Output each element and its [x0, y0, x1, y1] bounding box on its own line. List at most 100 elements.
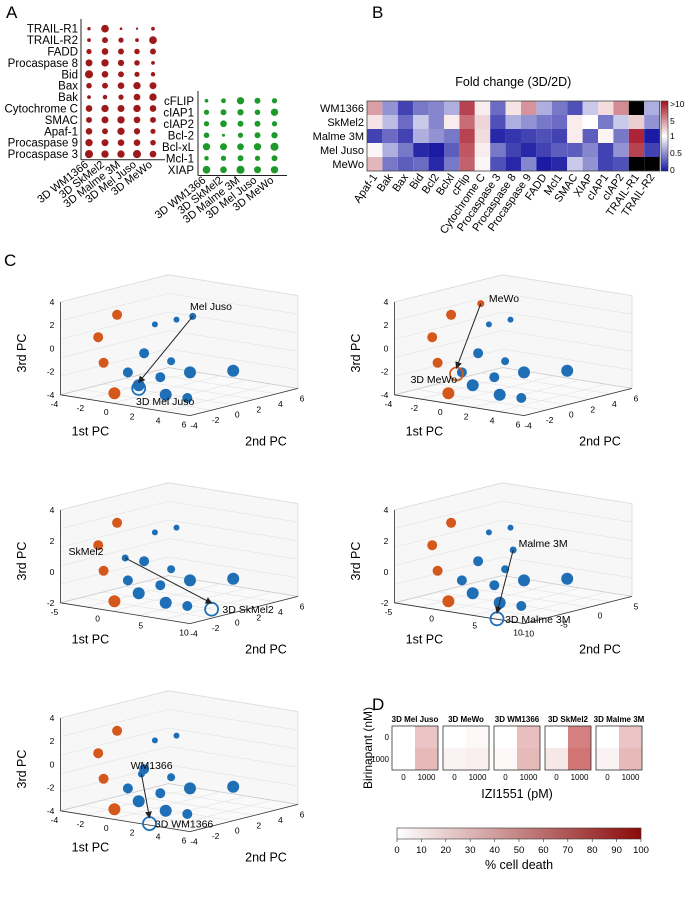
dotplot-right-dot	[253, 143, 262, 151]
dotplot-left-dot	[101, 150, 109, 158]
pca-point-blue	[473, 556, 484, 567]
dotplot-right-dot	[220, 155, 227, 161]
pca-tick-pc3: 4	[384, 297, 389, 307]
pca-point-blue	[155, 580, 166, 591]
pca-gridline	[60, 519, 169, 548]
pca-title-pc3: 3rd PC	[15, 542, 29, 581]
dotplot-right-dot	[203, 121, 210, 127]
pca-point-orange	[432, 357, 443, 368]
pca-gridline	[168, 709, 299, 731]
pca-point-blue	[507, 316, 514, 323]
heatmap-d-cell	[466, 726, 489, 748]
heatmap-d-cell	[494, 748, 517, 770]
heatmap-d-ylabel: Birinapant (nM)	[361, 707, 375, 789]
dotplot-right-dot	[254, 120, 261, 127]
pca-tick-pc1: -4	[51, 399, 59, 409]
heatmap-d-title: 3D SkMel2	[548, 715, 589, 724]
pca-tick-pc3: 0	[384, 343, 389, 353]
dotplot-right-dot	[237, 120, 244, 127]
pca-title-pc2: 2nd PC	[579, 435, 621, 449]
dotplot-left-dot	[84, 150, 94, 159]
heatmap-b-cell	[382, 143, 398, 157]
heatmap-b-cell	[428, 129, 444, 143]
heatmap-d-frame	[544, 725, 592, 771]
pca-gridline	[81, 389, 212, 411]
dotplot-left-dot	[149, 150, 157, 158]
dotplot-right-dot	[236, 165, 245, 174]
pca-point-blue	[227, 780, 240, 793]
pca-gridline	[480, 580, 611, 603]
pca-tick-pc3: 4	[50, 505, 55, 515]
pca-gridline	[472, 379, 581, 408]
pca-label-2d: WM1366	[131, 760, 173, 772]
pca-tick-pc1: 6	[182, 420, 187, 430]
pca-point-blue	[561, 572, 574, 585]
pca-gridline	[164, 799, 273, 828]
heatmap-b-cell	[444, 143, 460, 157]
dotplot-left-dot	[150, 116, 156, 123]
heatmap-b-cell	[536, 143, 552, 157]
heatmap-b-colorbar-tick: 0	[670, 165, 675, 175]
heatmap-d-colorbar-tick: 40	[489, 845, 500, 856]
heatmap-d-colorbar-label: % cell death	[485, 858, 553, 872]
heatmap-d-title: 3D Malme 3M	[594, 715, 645, 724]
pca-tick-pc3: 0	[50, 567, 55, 577]
panel-label-a: A	[6, 3, 18, 22]
pca-point-blue	[466, 379, 479, 392]
dotplot-left-dot	[151, 26, 155, 31]
dotplot-left-row-label: Apaf-1	[44, 126, 78, 138]
pca-point-blue	[473, 348, 484, 359]
dotplot-left-dot	[117, 150, 125, 158]
heatmap-b-cell	[397, 129, 414, 143]
pca-point-blue	[518, 366, 530, 379]
pca-tick-pc1: 0	[104, 823, 109, 833]
pca-gridline	[394, 501, 503, 529]
pca-tick-pc1: 0	[429, 614, 434, 624]
pca-axis-pc1	[394, 602, 525, 624]
pca-gridline	[168, 556, 299, 579]
heatmap-b-cell	[598, 101, 614, 115]
pca-point-orange	[446, 517, 457, 528]
heatmap-d-col-tick: 1000	[418, 773, 436, 782]
pca-gridline	[60, 764, 169, 793]
pca-tick-pc3: -4	[381, 390, 389, 400]
pca-tick-pc1: 6	[516, 420, 521, 430]
pca-axis-pc1	[394, 394, 525, 416]
pca-point-orange	[93, 332, 104, 343]
pca-point-blue	[182, 601, 193, 611]
pca-tick-pc3: -2	[381, 367, 389, 377]
pca-label-3d: 3D SkMel2	[222, 604, 274, 616]
dotplot-left-dot	[150, 72, 156, 77]
pca-axis-pc2	[523, 388, 633, 416]
dotplot-right-row-label: Bcl-2	[168, 130, 194, 142]
pca-tick-pc3: -2	[381, 598, 389, 608]
pca-tick-pc2: 4	[278, 607, 283, 617]
dotplot-right-dot	[254, 109, 261, 116]
pca-tick-pc2: -2	[212, 623, 220, 633]
heatmap-b-cell	[490, 115, 506, 129]
dotplot-left-dot	[117, 82, 125, 90]
pca-tick-pc1: 0	[95, 614, 100, 624]
pca-gridline	[60, 709, 169, 737]
pca-gridline	[498, 383, 607, 412]
heatmap-d-cell	[568, 748, 591, 770]
heatmap-d-cell	[517, 748, 540, 770]
heatmap-b-cell	[490, 129, 506, 143]
heatmap-d-cell	[517, 726, 540, 748]
pca-axis-pc1	[60, 602, 191, 624]
dotplot-right-row-label: Bcl-xL	[162, 142, 195, 154]
dotplot-right-dot	[270, 142, 279, 151]
dotplot-left-dot	[150, 139, 156, 146]
pca-title-pc2: 2nd PC	[245, 851, 287, 865]
pca-tick-pc3: -2	[47, 598, 55, 608]
dotplot-right-dot	[254, 155, 261, 161]
heatmap-b-cell	[613, 115, 629, 129]
pca-label-3d: 3D WM1366	[155, 819, 214, 831]
heatmap-b-cell	[613, 157, 629, 171]
heatmap-d-frame	[391, 725, 439, 771]
heatmap-d-frame	[442, 725, 490, 771]
dotplot-left-dot	[86, 48, 92, 55]
pca-title-pc1: 1st PC	[72, 633, 110, 647]
